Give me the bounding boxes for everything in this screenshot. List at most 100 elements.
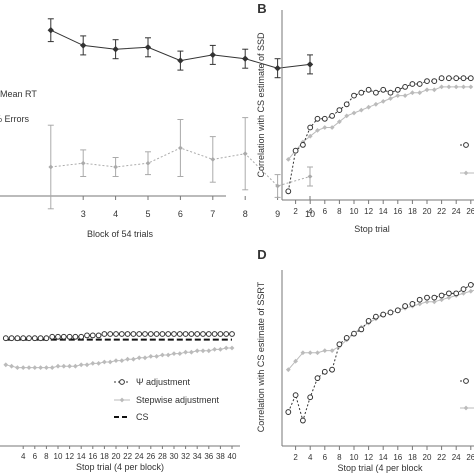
data-point-s1-0 [285, 157, 291, 162]
data-point-s1-19 [113, 358, 119, 363]
data-point-s1-39 [229, 345, 235, 351]
data-point-s0-33 [194, 331, 201, 337]
data-point-s0-14 [84, 332, 90, 339]
data-point-s0-4 [314, 375, 321, 382]
x-tick-label-7: 10 [305, 209, 315, 219]
data-point-s1-17 [102, 359, 107, 365]
data-point-s0-0 [285, 188, 292, 195]
data-point-s0-18 [416, 296, 423, 303]
x-tick-label-9: 20 [423, 453, 432, 462]
data-point-s1-8 [307, 174, 313, 179]
data-point-s0-21 [438, 292, 445, 299]
x-tick-label-10: 24 [135, 452, 144, 461]
data-point-s1-32 [189, 349, 194, 355]
x-tick-label-1: 4 [308, 207, 313, 216]
x-tick-label-0: 2 [293, 453, 298, 462]
data-point-s1-7 [275, 183, 280, 189]
data-point-s1-7 [337, 119, 342, 125]
data-point-s1-5 [322, 125, 328, 130]
data-point-s1-5 [32, 365, 38, 370]
x-tick-label-7: 18 [100, 452, 109, 461]
data-point-s0-25 [467, 75, 474, 82]
x-tick-label-17: 38 [216, 452, 225, 461]
data-point-s0-12 [373, 89, 379, 96]
data-point-s1-5 [322, 348, 328, 353]
x-tick-label-11: 26 [146, 452, 155, 461]
data-point-s0-1 [292, 392, 299, 399]
data-point-s0-20 [118, 331, 125, 337]
data-point-s0-17 [101, 331, 108, 337]
x-axis-label: Block of 54 trials [87, 229, 154, 239]
data-point-s0-23 [136, 331, 143, 337]
x-tick-label-5: 14 [77, 452, 86, 461]
x-tick-label-13: 30 [170, 452, 179, 461]
data-point-s1-13 [78, 362, 84, 368]
x-tick-label-10: 22 [437, 207, 446, 216]
legend-marker-stepwise [119, 397, 125, 403]
y-axis-label: Correlation with CS estimate of SSD [256, 32, 266, 178]
data-point-s0-8 [343, 334, 350, 341]
x-tick-label-3: 8 [337, 453, 342, 462]
x-tick-label-11: 24 [452, 207, 461, 216]
x-tick-label-4: 12 [65, 452, 74, 461]
x-tick-label-9: 22 [123, 452, 132, 461]
data-point-s0-30 [176, 331, 183, 337]
data-point-s1-1 [293, 358, 298, 364]
data-point-s1-12 [373, 101, 379, 107]
legend-label-errors: % Errors [0, 114, 30, 124]
x-axis-label: Stop trial (4 per block) [76, 462, 164, 472]
series-line-0 [287, 77, 471, 192]
data-point-s0-2 [112, 46, 119, 53]
data-point-s1-25 [468, 288, 474, 294]
data-point-s0-6 [329, 113, 336, 119]
x-tick-label-15: 34 [193, 452, 202, 461]
x-tick-label-2: 5 [145, 209, 150, 219]
legend-label-1: Stepwise adjustment [136, 395, 220, 405]
data-point-s1-18 [107, 359, 113, 365]
data-point-s0-11 [365, 318, 372, 324]
x-tick-label-3: 10 [54, 452, 63, 461]
data-point-s1-2 [300, 350, 306, 356]
data-point-s1-7 [44, 365, 49, 370]
x-tick-label-3: 8 [337, 207, 342, 216]
data-point-s0-38 [223, 331, 230, 337]
data-point-s0-11 [66, 333, 73, 340]
data-point-s0-19 [424, 78, 430, 84]
data-point-s1-15 [90, 361, 96, 366]
data-point-s1-20 [431, 299, 437, 305]
data-point-s1-33 [194, 348, 200, 354]
x-tick-label-8: 18 [408, 453, 417, 462]
x-tick-label-16: 36 [204, 452, 213, 461]
x-tick-label-0: 3 [81, 209, 86, 219]
data-point-s0-6 [242, 55, 249, 62]
data-point-s1-0 [285, 367, 291, 373]
data-point-s1-9 [55, 363, 61, 369]
data-point-s0-4 [177, 57, 184, 64]
data-point-s0-3 [20, 335, 27, 342]
x-tick-label-4: 7 [210, 209, 215, 219]
data-point-s1-9 [351, 110, 357, 116]
data-point-s0-18 [416, 81, 423, 87]
x-tick-label-18: 40 [228, 452, 237, 461]
data-point-s1-28 [165, 352, 171, 358]
data-point-s0-32 [188, 331, 195, 337]
data-point-s0-12 [373, 313, 379, 320]
data-point-s0-28 [165, 331, 172, 337]
data-point-s0-5 [321, 115, 328, 122]
data-point-s1-11 [366, 104, 371, 110]
data-point-s0-5 [209, 51, 216, 59]
data-point-s0-12 [72, 333, 79, 340]
data-point-s0-16 [95, 332, 102, 339]
data-point-s0-8 [306, 61, 314, 68]
data-point-s1-4 [315, 128, 320, 133]
x-tick-label-0: 4 [21, 452, 26, 461]
data-point-s1-21 [439, 297, 444, 303]
data-point-s1-19 [424, 299, 430, 305]
data-point-s0-3 [307, 124, 314, 131]
data-point-s0-23 [453, 75, 460, 82]
y-axis-label: Correlation with CS estimate of SSRT [256, 281, 266, 432]
x-tick-label-4: 10 [350, 207, 359, 216]
x-tick-label-6: 9 [275, 209, 280, 219]
data-point-s1-3 [145, 160, 151, 166]
x-tick-label-1: 4 [308, 453, 313, 462]
